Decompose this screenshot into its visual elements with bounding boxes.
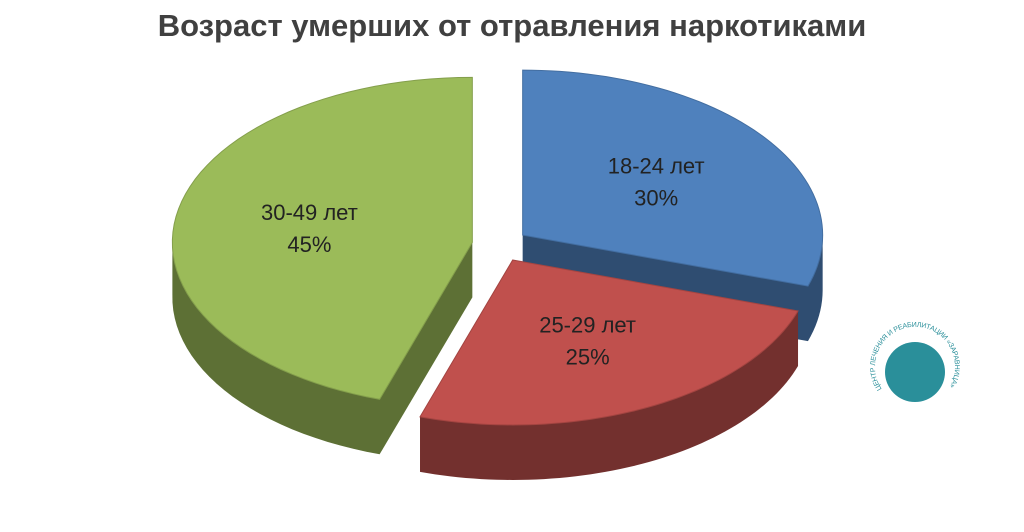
value-label: 30% (634, 186, 678, 211)
category-label: 18-24 лет (608, 154, 705, 179)
logo-heart (885, 342, 945, 402)
chart-title: Возраст умерших от отравления наркотикам… (158, 8, 867, 43)
slice (419, 259, 799, 426)
logo: ЦЕНТР ЛЕЧЕНИЯ И РЕАБИЛИТАЦИИ «ЗАРАВНИЦА» (870, 322, 960, 402)
slice (171, 76, 473, 400)
category-label: 30-49 лет (261, 200, 358, 225)
slice (522, 69, 824, 287)
value-label: 45% (287, 232, 331, 257)
value-label: 25% (566, 345, 610, 370)
category-label: 25-29 лет (539, 313, 636, 338)
